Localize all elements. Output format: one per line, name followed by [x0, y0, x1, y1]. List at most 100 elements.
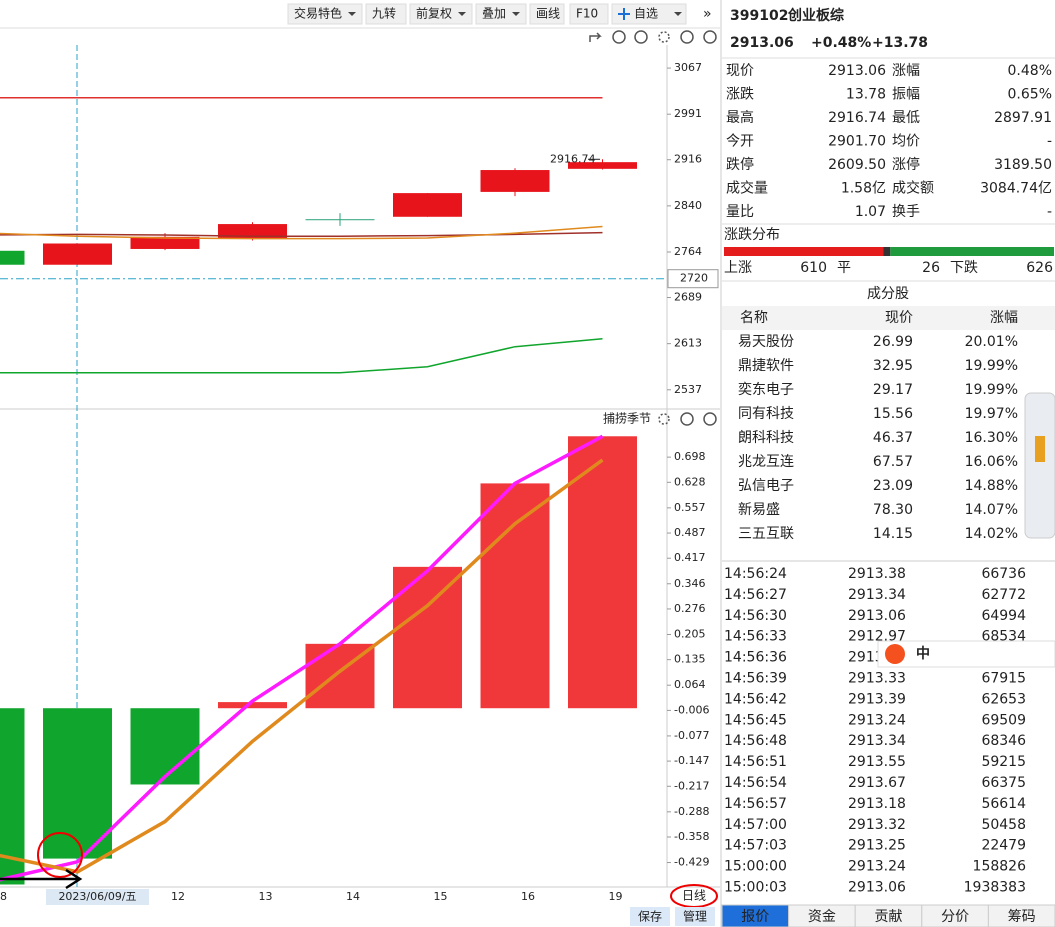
breadth-label: 上涨 — [724, 260, 752, 276]
table-cell: 20.01% — [965, 334, 1018, 350]
indicator-bar — [130, 708, 200, 785]
settings-icon[interactable] — [658, 31, 670, 43]
trade-volume: 22479 — [981, 838, 1026, 854]
trade-price: 2913.24 — [848, 859, 906, 875]
table-cell: 19.97% — [965, 406, 1018, 422]
candle-body — [0, 250, 25, 265]
table-cell: 19.99% — [965, 358, 1018, 374]
trade-volume: 64994 — [981, 608, 1026, 624]
stock-name[interactable]: 新易盛 — [738, 502, 780, 518]
quote-price: 2913.06 — [730, 35, 794, 51]
button[interactable] — [630, 907, 670, 926]
breadth-title: 涨跌分布 — [724, 227, 780, 243]
stat-value: 3189.50 — [994, 157, 1052, 173]
trade-volume: 67915 — [981, 671, 1026, 687]
trade-price: 2913.38 — [848, 566, 906, 582]
dropdown-arrow — [348, 12, 356, 16]
ime-mode: 中 — [916, 645, 930, 662]
period-label: 日线 — [682, 889, 706, 903]
trade-volume: 1938383 — [964, 880, 1026, 896]
zoom-in-icon[interactable] — [612, 30, 626, 44]
annotation-circle — [37, 832, 83, 878]
breadth-value: 626 — [1026, 260, 1053, 276]
stat-label: 换手 — [892, 203, 920, 220]
stock-name[interactable]: 鼎捷软件 — [738, 358, 794, 374]
y-tick-label: -0.429 — [674, 856, 709, 869]
stock-name[interactable]: 易天股份 — [738, 334, 794, 350]
expand-icon[interactable]: » — [703, 6, 712, 22]
y-tick-label: 0.205 — [674, 627, 706, 640]
table-header: 现价 — [885, 310, 913, 326]
stat-value: 2901.70 — [828, 134, 886, 150]
stat-value: - — [1047, 134, 1052, 150]
trade-volume: 69509 — [981, 712, 1026, 728]
stat-value: - — [1047, 204, 1052, 220]
table-cell: 14.02% — [965, 526, 1018, 542]
help-icon[interactable] — [680, 30, 694, 44]
dropdown-arrow — [674, 12, 682, 16]
stat-label: 今开 — [726, 134, 754, 150]
toolbar-button[interactable] — [287, 3, 363, 25]
button-label: 管理 — [683, 909, 707, 924]
toolbar-button[interactable] — [529, 3, 565, 25]
tab[interactable] — [987, 904, 1055, 927]
trade-volume: 56614 — [981, 796, 1026, 812]
y-tick-label: 2689 — [674, 291, 702, 304]
breadth-down — [890, 247, 1054, 256]
trade-volume: 62653 — [981, 691, 1026, 707]
indicator-bar — [568, 436, 637, 709]
toolbar-button[interactable] — [409, 3, 473, 25]
close-icon[interactable] — [703, 30, 717, 44]
close-icon[interactable] — [703, 412, 717, 426]
stat-value: 0.65% — [1008, 87, 1052, 103]
side-widget — [1024, 392, 1055, 539]
trade-time: 14:56:45 — [724, 712, 787, 728]
button[interactable] — [675, 907, 715, 926]
stock-name[interactable]: 弘信电子 — [738, 478, 794, 494]
x-tick-label: 13 — [259, 890, 273, 903]
breadth-value: 610 — [800, 260, 827, 276]
quote-chg: +13.78 — [872, 35, 928, 51]
stock-name[interactable]: 三五互联 — [738, 526, 794, 542]
settings-icon[interactable] — [658, 413, 670, 425]
x-tick-label: 15 — [434, 890, 448, 903]
y-tick-label: 0.346 — [674, 577, 706, 590]
trade-price: 2913.39 — [848, 691, 906, 707]
stat-value: 1.07 — [855, 204, 886, 220]
tab-label: 分价 — [941, 909, 969, 925]
toolbar-button[interactable] — [569, 3, 609, 25]
stat-label: 最低 — [892, 110, 920, 126]
trade-price: 2913.55 — [848, 754, 906, 770]
stock-name[interactable]: 同有科技 — [738, 406, 794, 422]
x-tick-label: 12 — [171, 890, 185, 903]
breadth-value: 26 — [922, 260, 940, 276]
y-tick-label: -0.358 — [674, 830, 709, 843]
y-tick-label: -0.217 — [674, 779, 709, 792]
trade-time: 14:56:48 — [724, 733, 787, 749]
toolbar-button[interactable] — [475, 3, 527, 25]
stat-value: 2609.50 — [828, 157, 886, 173]
candle-body — [305, 219, 375, 221]
quote-code: 399102 — [730, 8, 788, 24]
tab-label: 报价 — [741, 909, 769, 925]
table-cell: 32.95 — [873, 358, 913, 374]
trade-volume: 62772 — [981, 587, 1026, 603]
toolbar-button[interactable] — [365, 3, 407, 25]
reset-icon[interactable] — [589, 32, 602, 42]
indicator-bar — [393, 566, 462, 709]
trade-price: 2913.32 — [848, 817, 906, 833]
stat-value: 2916.74 — [828, 110, 886, 126]
stock-name[interactable]: 朗科科技 — [738, 430, 794, 446]
stat-label: 涨幅 — [892, 63, 920, 79]
indicator-bar — [480, 483, 550, 709]
stat-value: 3084.74亿 — [980, 181, 1052, 197]
help-icon[interactable] — [680, 412, 694, 426]
stock-name[interactable]: 奕东电子 — [738, 382, 794, 398]
section-title: 成分股 — [867, 286, 909, 302]
table-header: 涨幅 — [990, 310, 1018, 326]
stock-name[interactable]: 兆龙互连 — [738, 454, 794, 470]
zoom-out-icon[interactable] — [634, 30, 648, 44]
button-label: 保存 — [638, 910, 662, 924]
toolbar-button[interactable] — [611, 3, 687, 25]
trade-volume: 59215 — [981, 754, 1026, 770]
